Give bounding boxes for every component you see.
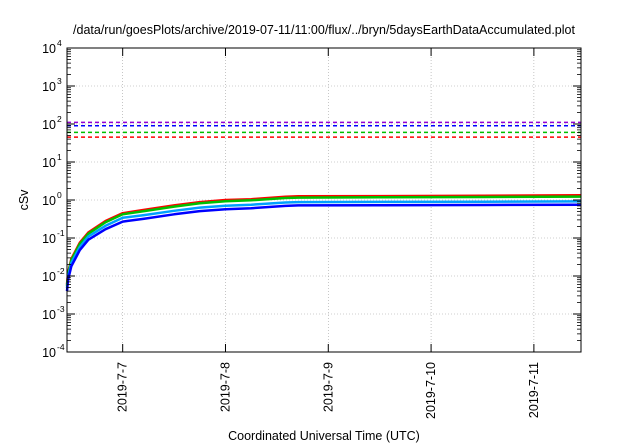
y-tick-base: 10 [42,270,56,284]
y-tick-exponent: 3 [57,76,62,86]
x-tick-label: 2019-7-11 [527,362,541,418]
y-tick-label: 10 -1 [42,228,65,246]
y-tick-exponent: 0 [57,190,62,200]
y-tick-exponent: 1 [57,152,62,162]
x-axis-ticks: 2019-7-7 2019-7-8 2019-7-9 2019-7-10 2019-7-… [116,48,541,419]
x-tick-label: 2019-7-10 [424,362,438,419]
y-tick-base: 10 [42,308,56,322]
y-tick-exponent: -4 [57,342,65,352]
y-tick-base: 10 [42,346,56,360]
y-tick-label: 10 1 [42,152,62,170]
x-tick-label: 2019-7-7 [116,362,130,412]
threshold-lines [67,121,581,138]
x-axis-label: Coordinated Universal Time (UTC) [228,429,420,443]
y-axis-label: cSv [17,189,31,211]
y-tick-label: 10 0 [42,190,62,208]
x-tick-label: 2019-7-9 [321,362,335,412]
y-tick-label: 10 3 [42,76,62,94]
y-tick-exponent: -2 [57,266,65,276]
y-tick-base: 10 [42,42,56,56]
y-tick-label: 10 -2 [42,266,65,284]
y-tick-exponent: 4 [57,38,62,48]
y-tick-label: 10 -3 [42,304,65,322]
y-tick-base: 10 [42,156,56,170]
series-line [65,195,582,287]
y-tick-base: 10 [42,232,56,246]
y-tick-base: 10 [42,80,56,94]
y-tick-label: 10 4 [42,38,62,56]
y-tick-base: 10 [42,194,56,208]
series-line [65,200,582,289]
chart-title: /data/run/goesPlots/archive/2019-07-11/1… [73,23,575,37]
y-tick-label: 10 2 [42,114,62,132]
y-tick-exponent: -1 [57,228,65,238]
series-line [65,203,582,292]
series-lines [65,194,582,292]
y-tick-base: 10 [42,118,56,132]
x-tick-label: 2019-7-8 [218,362,232,412]
y-tick-exponent: -3 [57,304,65,314]
y-tick-exponent: 2 [57,114,62,124]
y-tick-label: 10 -4 [42,342,65,360]
